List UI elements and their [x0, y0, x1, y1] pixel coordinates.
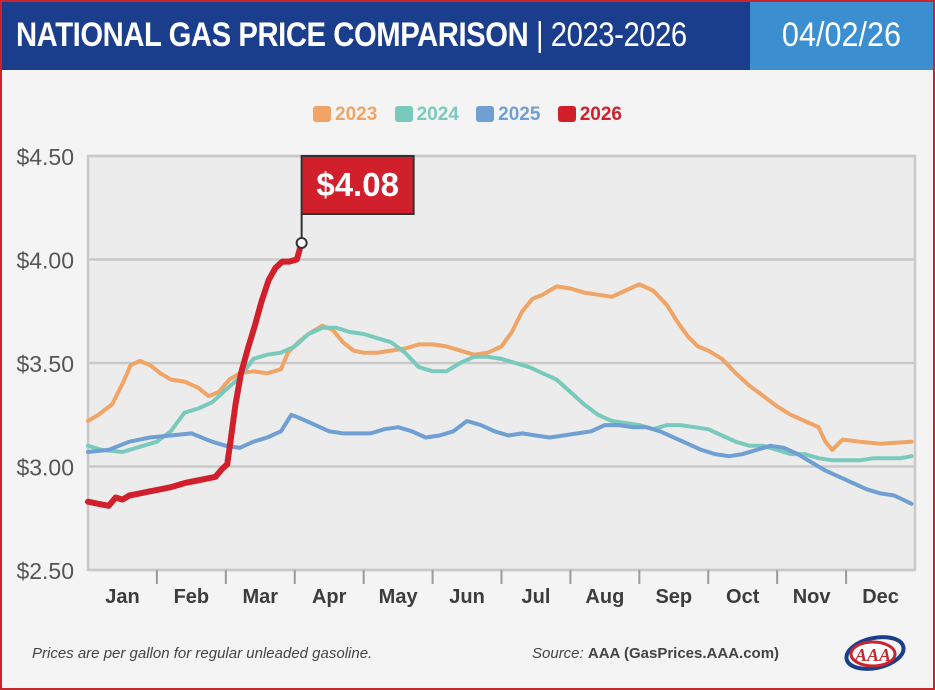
legend-swatch-2026 — [557, 106, 576, 122]
callout-point — [295, 236, 308, 249]
x-tick-label: Oct — [726, 586, 760, 608]
legend-label-2023: 2023 — [335, 104, 378, 125]
y-tick-label: $4.50 — [16, 144, 74, 170]
series-line-2025 — [86, 412, 914, 506]
y-tick-label: $3.50 — [16, 351, 74, 377]
aaa-logo-icon: AAA — [844, 635, 906, 671]
x-tick-label: Jul — [522, 586, 551, 608]
legend-swatch-2025 — [476, 106, 495, 122]
y-tick-label: $3.00 — [16, 455, 74, 481]
price-callout: $4.08 — [295, 155, 415, 249]
legend-item-2025: 2025 — [476, 104, 540, 126]
source-note: Source: AAA (GasPrices.AAA.com) — [532, 645, 779, 662]
x-tick-label: May — [379, 586, 419, 608]
x-tick-label: Nov — [793, 586, 832, 608]
series-line-2023 — [86, 282, 914, 452]
legend-label-2025: 2025 — [498, 104, 541, 125]
header: NATIONAL GAS PRICE COMPARISON | 2023-202… — [2, 2, 933, 70]
legend: 2023 2024 2025 2026 — [0, 104, 935, 126]
y-axis: $2.50 $3.00 $3.50 $4.00 $4.50 — [16, 144, 74, 584]
y-tick-label: $2.50 — [16, 558, 74, 584]
chart-title: NATIONAL GAS PRICE COMPARISON | 2023-202… — [16, 15, 687, 55]
series-lines — [85, 239, 914, 509]
footnote: Prices are per gallon for regular unlead… — [32, 645, 373, 662]
x-axis: Jan Feb Mar Apr May Jun Jul Aug Sep Oct Nov Dec — [105, 570, 899, 608]
date-banner: 04/02/26 — [750, 2, 933, 70]
callout-label: $4.08 — [316, 166, 399, 203]
source-label: Source: — [532, 645, 584, 662]
x-tick-label: Apr — [312, 586, 347, 608]
x-tick-label: Jun — [449, 586, 485, 608]
callout-box — [300, 155, 415, 215]
legend-swatch-2024 — [394, 106, 413, 122]
x-tick-label: Sep — [655, 586, 692, 608]
legend-label-2026: 2026 — [579, 104, 622, 125]
date-label: 04/02/26 — [781, 16, 902, 54]
series-line-2026 — [85, 239, 305, 509]
y-tick-label: $4.00 — [16, 248, 74, 274]
legend-swatch-2023 — [313, 106, 332, 122]
svg-text:AAA: AAA — [854, 645, 891, 665]
source-value: AAA (GasPrices.AAA.com) — [587, 645, 780, 662]
x-tick-label: Mar — [243, 586, 279, 608]
legend-label-2024: 2024 — [416, 104, 459, 125]
legend-item-2023: 2023 — [313, 104, 377, 126]
legend-item-2024: 2024 — [394, 104, 459, 126]
title-banner: NATIONAL GAS PRICE COMPARISON | 2023-202… — [2, 2, 750, 70]
x-tick-label: Aug — [585, 586, 624, 608]
title-years: | 2023-2026 — [528, 16, 687, 54]
x-tick-label: Dec — [862, 586, 899, 608]
x-tick-label: Jan — [105, 586, 139, 608]
legend-item-2026: 2026 — [557, 104, 622, 126]
title-main: NATIONAL GAS PRICE COMPARISON — [16, 16, 529, 54]
x-tick-label: Feb — [174, 586, 210, 608]
